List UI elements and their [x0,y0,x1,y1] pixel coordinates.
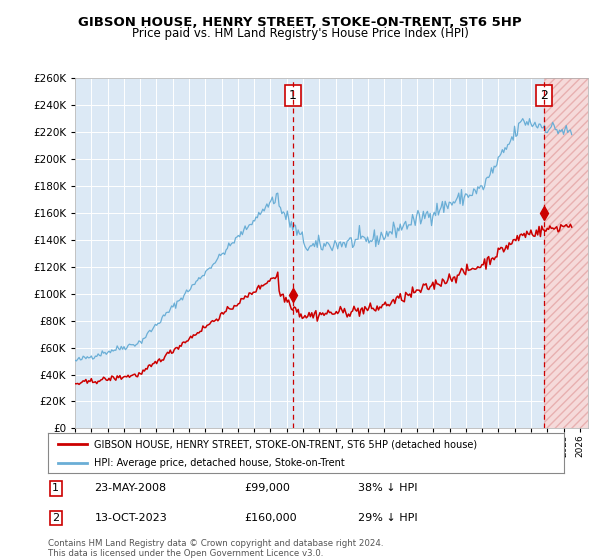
Text: 2: 2 [540,89,548,102]
Text: HPI: Average price, detached house, Stoke-on-Trent: HPI: Average price, detached house, Stok… [94,458,345,468]
Text: £160,000: £160,000 [244,513,297,523]
Text: 1: 1 [52,483,59,493]
Text: GIBSON HOUSE, HENRY STREET, STOKE-ON-TRENT, ST6 5HP (detached house): GIBSON HOUSE, HENRY STREET, STOKE-ON-TRE… [94,439,478,449]
Text: 1: 1 [289,89,297,102]
Text: Price paid vs. HM Land Registry's House Price Index (HPI): Price paid vs. HM Land Registry's House … [131,27,469,40]
Text: GIBSON HOUSE, HENRY STREET, STOKE-ON-TRENT, ST6 5HP: GIBSON HOUSE, HENRY STREET, STOKE-ON-TRE… [78,16,522,29]
Text: 23-MAY-2008: 23-MAY-2008 [94,483,167,493]
Text: 29% ↓ HPI: 29% ↓ HPI [358,513,417,523]
Text: 13-OCT-2023: 13-OCT-2023 [94,513,167,523]
Text: 38% ↓ HPI: 38% ↓ HPI [358,483,417,493]
Text: £99,000: £99,000 [244,483,290,493]
Text: 2: 2 [52,513,59,523]
Text: Contains HM Land Registry data © Crown copyright and database right 2024.
This d: Contains HM Land Registry data © Crown c… [48,539,383,558]
Bar [544,78,588,428]
